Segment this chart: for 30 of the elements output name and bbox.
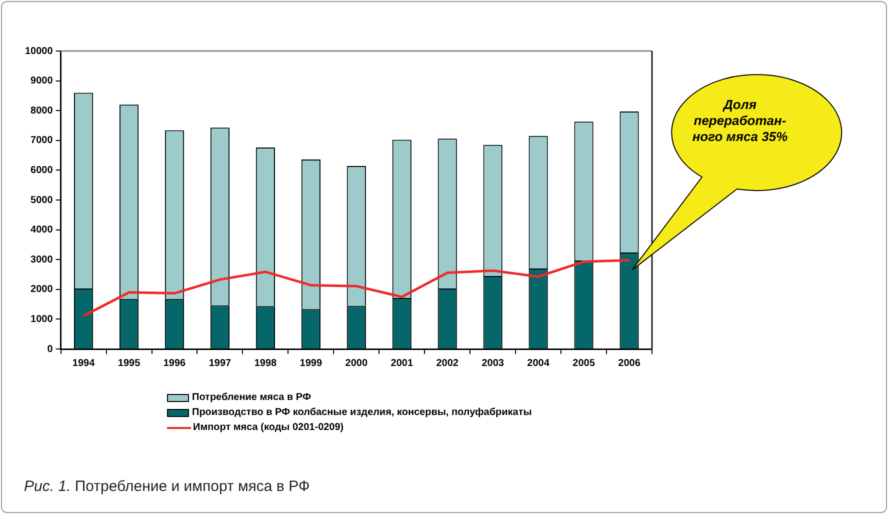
legend-label: Производство в РФ колбасные изделия, консервы, полуфабрикаты: [192, 407, 532, 418]
x-tick-label: 2006: [618, 358, 641, 369]
y-tick-label: 10000: [24, 46, 54, 57]
x-tick-label: 2003: [482, 358, 504, 369]
x-tick-label: 2002: [436, 358, 459, 369]
y-tick-label: 2000: [30, 284, 54, 296]
y-tick-label: 6000: [30, 164, 54, 176]
y-tick-label: 7000: [30, 135, 54, 146]
y-tick-label: 3000: [30, 254, 54, 266]
y-tick-label: 9000: [30, 76, 54, 87]
text: Доля переработан-ного мяса 35%: [691, 97, 789, 145]
x-tick-label: 1994: [72, 358, 96, 369]
x-tick-label: 1999: [300, 358, 322, 369]
text: Потребление и импорт мяса в РФ: [74, 478, 310, 495]
x-tick-label: 2000: [345, 358, 368, 369]
legend-label: Потребление мяса в РФ: [192, 392, 311, 403]
x-tick-label: 1995: [118, 358, 141, 369]
y-tick-label: 4000: [30, 224, 54, 236]
y-tick-label: 1000: [30, 314, 54, 325]
x-tick-label: 1997: [208, 358, 232, 369]
legend-label: Импорт мяса (коды 0201-0209): [193, 422, 344, 433]
x-tick-label: 1996: [163, 358, 186, 369]
y-tick-label: 5000: [30, 194, 54, 206]
y-tick-label: 0: [47, 344, 54, 355]
x-tick-label: 2005: [572, 358, 596, 369]
x-tick-label: 2004: [527, 358, 550, 369]
x-tick-label: 2001: [390, 358, 414, 369]
x-tick-label: 1998: [254, 358, 278, 369]
text: Рис. 1.: [24, 478, 71, 495]
y-tick-label: 8000: [30, 105, 54, 116]
